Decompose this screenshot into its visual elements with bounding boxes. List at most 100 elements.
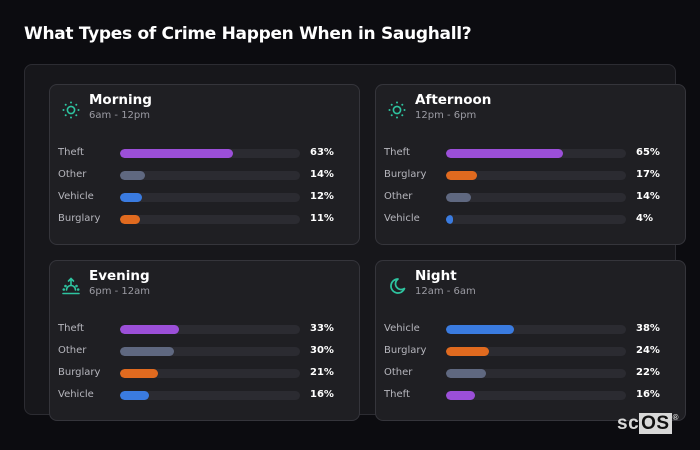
card-night: Night 12am - 6am Vehicle 38% Burglary 24% Ot… <box>375 260 686 421</box>
percent-value: 22% <box>636 367 660 378</box>
period-title: Morning <box>89 92 152 108</box>
crime-type-label: Theft <box>58 323 84 334</box>
bar-row: Other 30% <box>50 343 359 365</box>
period-hours: 12pm - 6pm <box>415 110 477 121</box>
bar-fill <box>446 369 486 378</box>
bar-track <box>120 149 300 158</box>
bar-row: Vehicle 16% <box>50 387 359 409</box>
bar-track <box>446 193 626 202</box>
bar-row: Theft 33% <box>50 321 359 343</box>
percent-value: 65% <box>636 147 660 158</box>
crime-type-label: Vehicle <box>58 389 94 400</box>
percent-value: 21% <box>310 367 334 378</box>
percent-value: 16% <box>310 389 334 400</box>
percent-value: 30% <box>310 345 334 356</box>
bar-fill <box>120 193 142 202</box>
crime-type-label: Burglary <box>58 367 101 378</box>
bar-list: Vehicle 38% Burglary 24% Other 22% Theft 16% <box>376 321 685 409</box>
bar-track <box>120 215 300 224</box>
bar-row: Burglary 17% <box>376 167 685 189</box>
period-title: Evening <box>89 268 150 284</box>
moon-icon <box>387 276 407 296</box>
logo-sc: sc <box>617 413 640 434</box>
bar-fill <box>446 149 563 158</box>
bar-fill <box>446 325 515 334</box>
card-evening: Evening 6pm - 12am Theft 33% Other 30% Burgl… <box>49 260 360 421</box>
bar-list: Theft 63% Other 14% Vehicle 12% Burglary 11% <box>50 145 359 233</box>
bar-fill <box>446 215 454 224</box>
crime-type-label: Other <box>384 191 413 202</box>
crime-type-label: Other <box>58 345 87 356</box>
card-morning: Morning 6am - 12pm Theft 63% Other 14% Vehic… <box>49 84 360 245</box>
bar-track <box>120 369 300 378</box>
page-title: What Types of Crime Happen When in Saugh… <box>24 24 472 44</box>
crime-type-label: Burglary <box>58 213 101 224</box>
period-title: Afternoon <box>415 92 492 108</box>
scos-logo: sc OS ® <box>617 413 679 435</box>
sun-icon <box>387 100 407 120</box>
crime-type-label: Theft <box>58 147 84 158</box>
percent-value: 33% <box>310 323 334 334</box>
bar-row: Other 14% <box>50 167 359 189</box>
bar-row: Vehicle 4% <box>376 211 685 233</box>
bar-fill <box>446 193 472 202</box>
percent-value: 14% <box>636 191 660 202</box>
bar-track <box>446 325 626 334</box>
crime-type-label: Theft <box>384 147 410 158</box>
logo-registered: ® <box>672 413 679 422</box>
sun-icon <box>61 100 81 120</box>
bar-fill <box>120 369 158 378</box>
crime-type-label: Other <box>58 169 87 180</box>
crime-type-label: Burglary <box>384 345 427 356</box>
percent-value: 16% <box>636 389 660 400</box>
bar-track <box>446 391 626 400</box>
bar-track <box>446 347 626 356</box>
bar-fill <box>120 391 149 400</box>
period-hours: 12am - 6am <box>415 286 476 297</box>
crime-type-label: Burglary <box>384 169 427 180</box>
bar-row: Other 22% <box>376 365 685 387</box>
bar-row: Other 14% <box>376 189 685 211</box>
period-hours: 6pm - 12am <box>89 286 151 297</box>
bar-fill <box>120 325 180 334</box>
percent-value: 63% <box>310 147 334 158</box>
bar-fill <box>120 171 146 180</box>
bar-track <box>120 391 300 400</box>
bar-track <box>120 171 300 180</box>
bar-list: Theft 33% Other 30% Burglary 21% Vehicle 16% <box>50 321 359 409</box>
bar-fill <box>120 149 234 158</box>
bar-fill <box>446 171 477 180</box>
percent-value: 17% <box>636 169 660 180</box>
bar-row: Burglary 24% <box>376 343 685 365</box>
percent-value: 12% <box>310 191 334 202</box>
bar-row: Vehicle 12% <box>50 189 359 211</box>
bar-track <box>446 149 626 158</box>
bar-fill <box>120 215 140 224</box>
sunset-icon <box>61 276 81 296</box>
percent-value: 11% <box>310 213 334 224</box>
crime-type-label: Vehicle <box>384 323 420 334</box>
bar-fill <box>446 347 490 356</box>
bar-track <box>120 347 300 356</box>
bar-row: Burglary 21% <box>50 365 359 387</box>
bar-track <box>120 325 300 334</box>
bar-row: Theft 16% <box>376 387 685 409</box>
percent-value: 38% <box>636 323 660 334</box>
crime-type-label: Vehicle <box>384 213 420 224</box>
bar-track <box>446 171 626 180</box>
bar-fill <box>120 347 174 356</box>
logo-os: OS <box>639 413 672 434</box>
card-afternoon: Afternoon 12pm - 6pm Theft 65% Burglary 17%… <box>375 84 686 245</box>
percent-value: 24% <box>636 345 660 356</box>
bar-row: Burglary 11% <box>50 211 359 233</box>
crime-type-label: Theft <box>384 389 410 400</box>
crime-type-label: Vehicle <box>58 191 94 202</box>
crime-type-label: Other <box>384 367 413 378</box>
bar-track <box>120 193 300 202</box>
percent-value: 14% <box>310 169 334 180</box>
bar-track <box>446 369 626 378</box>
period-title: Night <box>415 268 457 284</box>
bar-row: Theft 63% <box>50 145 359 167</box>
bar-row: Theft 65% <box>376 145 685 167</box>
period-hours: 6am - 12pm <box>89 110 151 121</box>
